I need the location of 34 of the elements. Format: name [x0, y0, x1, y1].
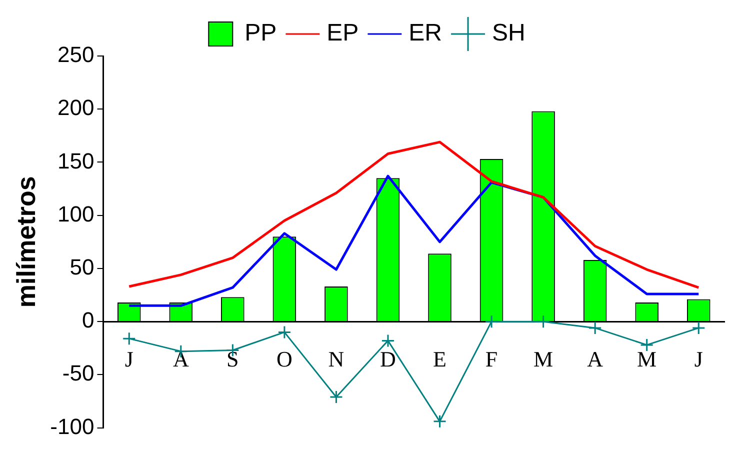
y-tick-label: -50 — [62, 360, 94, 386]
point — [329, 390, 343, 404]
y-tick-label: 0 — [82, 308, 94, 333]
x-tick-label: M — [637, 346, 657, 372]
legend-label: EP — [326, 20, 359, 47]
x-tick-label: J — [124, 346, 134, 372]
point — [692, 321, 706, 335]
y-tick-label: 50 — [70, 254, 94, 280]
point — [381, 334, 395, 348]
y-tick-label: -100 — [50, 414, 94, 439]
x-tick-label: J — [694, 346, 704, 372]
x-tick-label: D — [380, 346, 396, 372]
x-tick-label: E — [433, 346, 446, 372]
point — [640, 338, 654, 352]
point — [433, 414, 447, 428]
y-tick-label: 250 — [58, 42, 94, 68]
x-tick-label: F — [485, 346, 498, 372]
point — [122, 332, 136, 346]
point — [484, 314, 498, 328]
legend-label: PP — [244, 20, 277, 47]
x-tick-label: N — [328, 346, 344, 372]
y-tick-label: 100 — [58, 201, 94, 226]
x-tick-label: S — [226, 346, 239, 372]
y-axis-title: milímetros — [10, 176, 41, 308]
point — [278, 325, 292, 339]
x-tick-label: A — [587, 346, 604, 372]
x-tick-label: O — [276, 346, 292, 372]
point — [536, 314, 550, 328]
y-tick-label: 200 — [58, 95, 94, 120]
x-tick-label: M — [534, 346, 554, 372]
y-tick-label: 150 — [58, 148, 94, 174]
point — [588, 321, 602, 335]
legend-label: SH — [492, 20, 526, 47]
legend-label: ER — [408, 20, 442, 47]
